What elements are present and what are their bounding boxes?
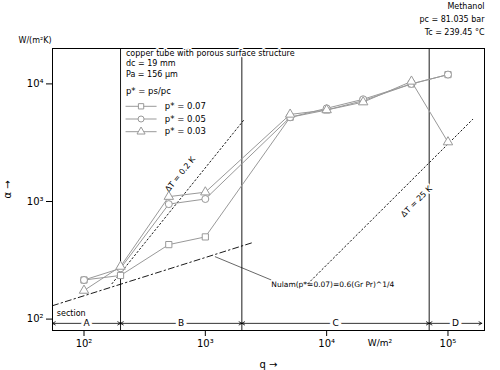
svg-text:10³: 10³ — [197, 338, 214, 349]
svg-text:C: C — [332, 318, 338, 328]
svg-text:Methanol: Methanol — [447, 2, 484, 11]
svg-text:10⁵: 10⁵ — [440, 338, 457, 349]
svg-text:Pa = 156 μm: Pa = 156 μm — [126, 70, 178, 79]
svg-text:p* = 0.05: p* = 0.05 — [165, 114, 206, 124]
svg-text:p* = ps/pc: p* = ps/pc — [126, 86, 171, 96]
svg-text:q →: q → — [260, 359, 278, 370]
svg-text:10⁴: 10⁴ — [318, 338, 335, 349]
svg-text:ΔT = 0.2 K: ΔT = 0.2 K — [163, 154, 197, 193]
svg-text:A: A — [83, 318, 90, 328]
svg-text:ΔT = 25 K: ΔT = 25 K — [399, 184, 434, 219]
svg-text:p* = 0.03: p* = 0.03 — [165, 126, 206, 136]
svg-text:pc = 81.035 bar: pc = 81.035 bar — [419, 15, 485, 24]
svg-text:10³: 10³ — [27, 196, 44, 207]
svg-text:Nulam(p*=0.07)=0.6(Gr Pr)^1/4: Nulam(p*=0.07)=0.6(Gr Pr)^1/4 — [271, 280, 394, 289]
svg-text:copper tube with porous surfac: copper tube with porous surface structur… — [126, 49, 295, 58]
svg-text:Tc = 239.45 °C: Tc = 239.45 °C — [424, 28, 485, 37]
svg-text:D: D — [452, 318, 459, 328]
svg-text:B: B — [178, 318, 184, 328]
svg-text:W/m²: W/m² — [368, 338, 393, 348]
svg-text:α →: α → — [2, 180, 13, 198]
svg-text:section: section — [57, 309, 86, 318]
svg-text:10⁴: 10⁴ — [27, 78, 44, 89]
svg-text:W/(m²K): W/(m²K) — [19, 36, 52, 45]
svg-text:10²: 10² — [27, 313, 44, 324]
svg-text:dc = 19 mm: dc = 19 mm — [126, 59, 176, 68]
svg-text:10²: 10² — [76, 338, 93, 349]
svg-text:p* = 0.07: p* = 0.07 — [165, 101, 206, 111]
